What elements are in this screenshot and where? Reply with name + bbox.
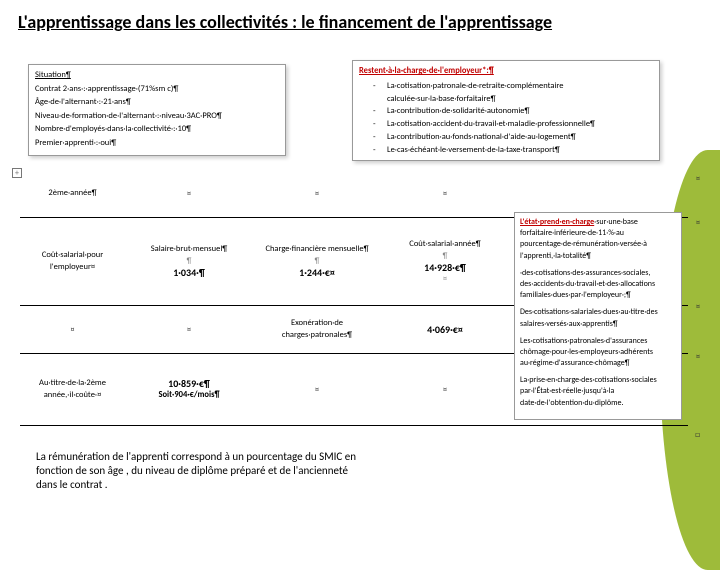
- employeur-item: La·cotisation·patronale·de·retraite·comp…: [387, 80, 653, 106]
- footer-note: La rémunération de l'apprenti correspond…: [36, 450, 366, 491]
- situation-box: Situation¶ Contrat 2·ans·:·apprentissage…: [28, 64, 286, 156]
- situation-line: Contrat 2·ans·:·apprentissage·(71%sm c)¶: [35, 83, 279, 97]
- etat-box: L'état·prend·en·charge·sur·une·base forf…: [514, 212, 682, 420]
- situation-line: Premier·apprenti·:·oui¶: [35, 137, 279, 151]
- employeur-item: La·cotisation·accident·du·travail·et·mal…: [387, 118, 653, 131]
- situation-heading: Situation¶: [35, 69, 279, 83]
- row2-c1-h: Salaire·brut·mensuel¶: [151, 244, 228, 255]
- row2-c2-v: 1·244·€¤: [299, 266, 335, 279]
- etat-p3: Les·cotisations·patronales·d'assurances …: [520, 336, 676, 370]
- row2-c1-v: 1·034·¶: [173, 266, 205, 279]
- row4-c1-sub: Soit·904·€/mois¶: [158, 390, 219, 401]
- page-title: L'apprentissage dans les collectivités :…: [0, 0, 720, 38]
- row3-c3-v: 4·069·€¤: [427, 323, 463, 336]
- row1-label: 2ème·année¶: [48, 188, 96, 199]
- para-mark: ¤: [696, 218, 700, 228]
- row4-c1-v: 10·859·€¶: [168, 377, 210, 390]
- row2-c3-v: 14·928·€¶: [424, 261, 466, 274]
- row4-c0: Au·titre·de·la·2ème année,·il·coûte·¤: [22, 378, 123, 400]
- etat-p2: Des·cotisations·salariales·dues·au·titre…: [520, 307, 676, 329]
- row2-c0: Coût·salarial·pour l'employeur¤: [22, 250, 123, 272]
- para-mark: ¤: [696, 352, 700, 362]
- employeur-item: La·contribution·au·fonds·national·d'aide…: [387, 131, 653, 144]
- employeur-item: La·contribution·de·solidarité·autonomie¶: [387, 105, 653, 118]
- para-mark: ¤: [696, 174, 700, 184]
- etat-p1: ·des·cotisations·des·assurances·sociales…: [520, 268, 676, 302]
- etat-heading: L'état·prend·en·charge: [520, 217, 594, 227]
- situation-line: Nombre·d'employés·dans·la·collectivité·:…: [35, 123, 279, 137]
- para-mark: ¤: [696, 302, 700, 312]
- employeur-box: Restent·à·la·charge·de·l'employeur*:¶ La…: [352, 60, 660, 161]
- row2-c2-h: Charge·financière mensuelle¶: [265, 244, 368, 255]
- employeur-heading: Restent·à·la·charge·de·l'employeur*:¶: [359, 65, 653, 78]
- row3-c2-h: Exonération·de charges·patronales¶: [255, 318, 379, 340]
- situation-line: Niveau·de·formation·de·l'alternant·:·niv…: [35, 110, 279, 124]
- etat-p4: La·prise·en·charge·des·cotisations·socia…: [520, 375, 676, 409]
- para-mark: □: [695, 430, 700, 440]
- situation-line: Âge·de·l'alternant·:·21·ans¶: [35, 96, 279, 110]
- employeur-item: Le·cas·échéant·le·versement·de·la·taxe·t…: [387, 144, 653, 157]
- row2-c3-h: Coût·salarial·année¶: [409, 239, 480, 250]
